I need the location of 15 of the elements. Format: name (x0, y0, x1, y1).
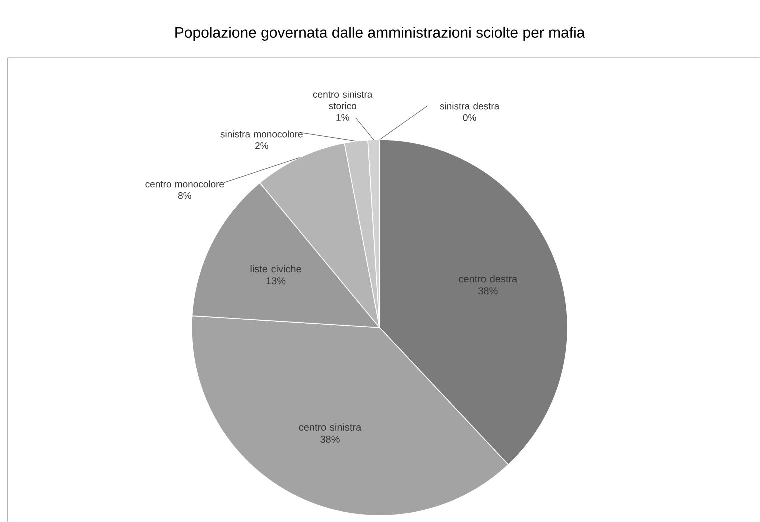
data-label: 2% (256, 142, 268, 150)
slice-label: centro sinistra (299, 424, 362, 431)
data-label: 38% (320, 436, 340, 443)
category-label: sinistra destra (440, 102, 500, 110)
slice-label: liste civiche (250, 265, 302, 273)
slice-label: centro sinistra storico (313, 90, 373, 110)
slice-label: centro destra (459, 275, 518, 283)
text: 0% (463, 114, 476, 122)
slice-label: centro monocolore (146, 180, 224, 188)
slice-label: sinistra monocolore (220, 130, 303, 138)
data-label: 1% (336, 114, 350, 121)
data-label: 13% (266, 278, 286, 285)
chart-title: Popolazione governata dalle amministrazioni sciolte per mafia (176, 26, 586, 41)
data-label: 38% (478, 288, 498, 295)
data-label: 8% (178, 192, 192, 200)
